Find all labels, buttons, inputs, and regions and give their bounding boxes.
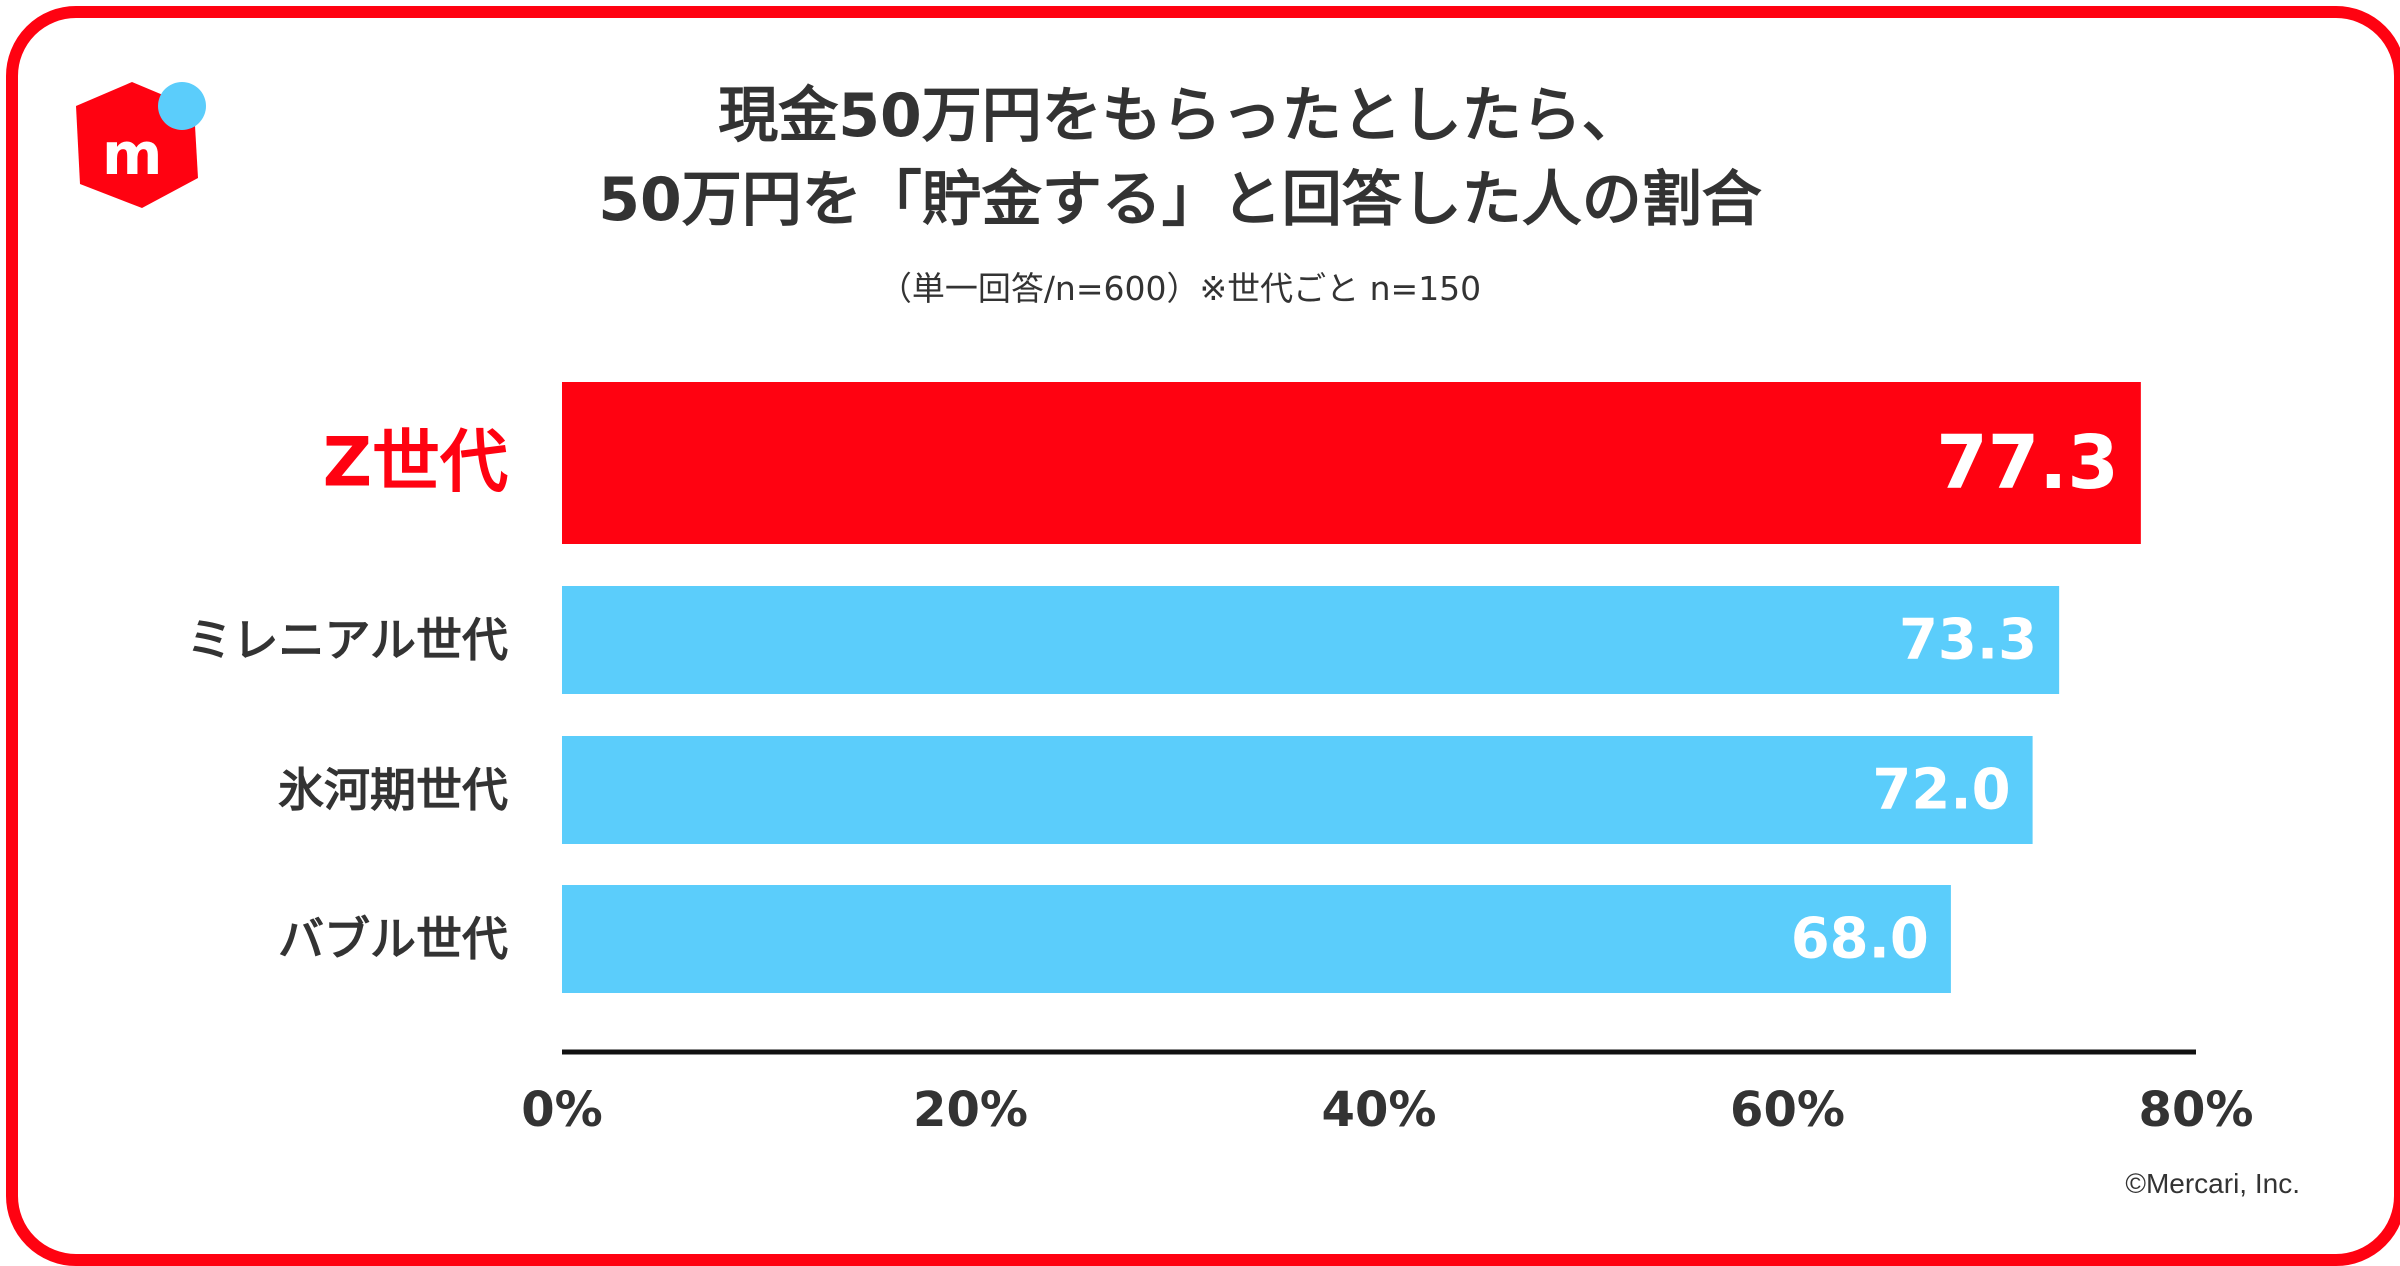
bar-2 xyxy=(562,736,2033,844)
x-tick-label-1: 20% xyxy=(913,1082,1028,1138)
chart-subtitle: （単一回答/n=600）※世代ごと n=150 xyxy=(878,269,1482,308)
category-label-2: 氷河期世代 xyxy=(278,763,508,817)
value-label-0: 77.3 xyxy=(1936,420,2119,506)
chart-title: 現金50万円をもらったとしたら、 50万円を「貯金する」と回答した人の割合 xyxy=(400,74,1960,242)
bar-3 xyxy=(562,885,1951,993)
category-label-3: バブル世代 xyxy=(278,912,508,966)
category-label-0: Z世代 xyxy=(323,424,508,503)
bar-0 xyxy=(562,382,2141,544)
x-tick-label-4: 80% xyxy=(2139,1082,2254,1138)
value-label-3: 68.0 xyxy=(1791,907,1929,972)
category-label-1: ミレニアル世代 xyxy=(186,613,508,667)
value-label-1: 73.3 xyxy=(1899,608,2037,673)
x-tick-label-2: 40% xyxy=(1322,1082,1437,1138)
x-tick-label-3: 60% xyxy=(1730,1082,1845,1138)
bar-1 xyxy=(562,586,2060,694)
copyright-credit: ©Mercari, Inc. xyxy=(2125,1168,2300,1199)
value-label-2: 72.0 xyxy=(1872,758,2010,823)
mercari-logo-icon: m xyxy=(66,68,216,218)
chart-title-line-1: 現金50万円をもらったとしたら、 xyxy=(718,81,1642,151)
chart-title-line-2: 50万円を「貯金する」と回答した人の割合 xyxy=(598,165,1762,235)
svg-text:m: m xyxy=(102,120,162,188)
x-tick-label-0: 0% xyxy=(521,1082,603,1138)
